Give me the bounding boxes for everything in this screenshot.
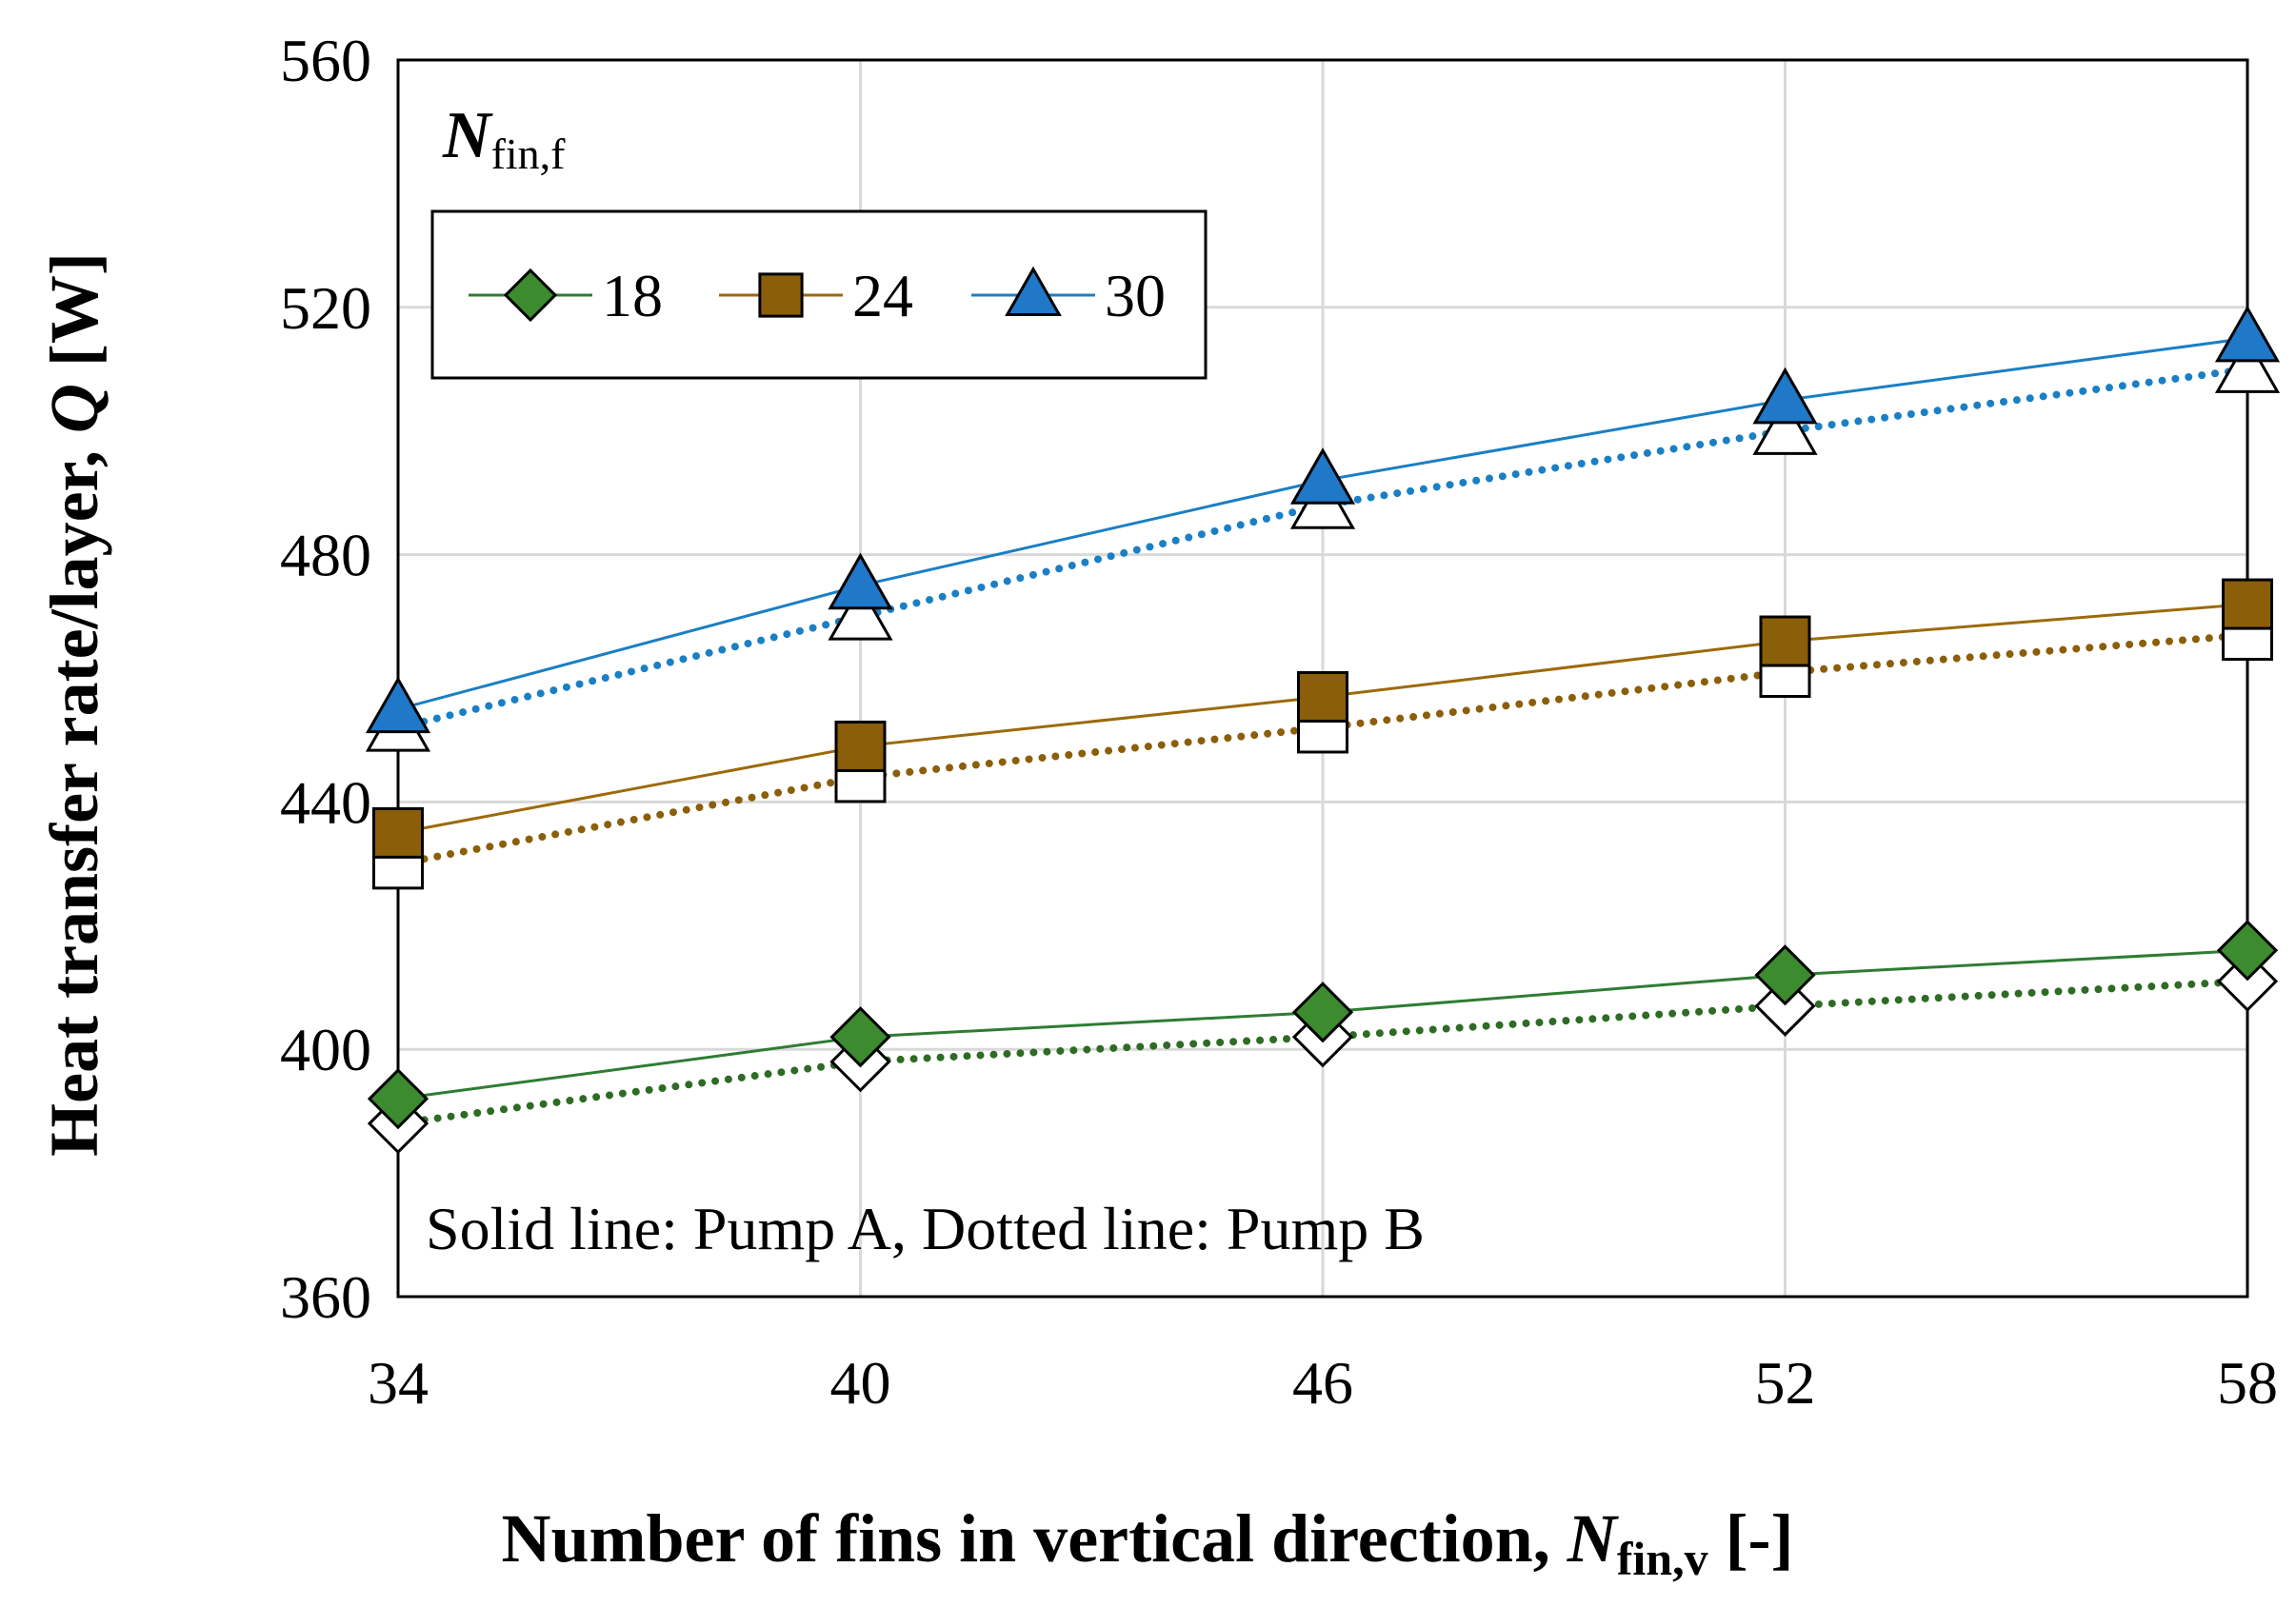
legend-label-24: 24 — [852, 262, 913, 329]
point-24-pump-a-x34 — [372, 806, 424, 859]
point-18-pump-b-x52 — [1754, 975, 1816, 1037]
x-axis-title-var: N — [1567, 1500, 1620, 1577]
legend-marker-30 — [1005, 266, 1062, 316]
y-axis-title-tail: [W] — [36, 252, 112, 384]
x-tick-label: 46 — [1292, 1349, 1353, 1417]
y-axis-ticks: 360 400 440 480 520 560 — [280, 27, 371, 1331]
series-markers — [365, 305, 2281, 1155]
point-18-pump-a-x52 — [1754, 944, 1816, 1006]
x-axis-title-sub: fin,v — [1617, 1532, 1708, 1585]
point-18-pump-a-x46 — [1291, 982, 1354, 1043]
point-30-pump-b-x40 — [828, 584, 893, 641]
legend-title-var: N — [442, 99, 493, 172]
point-30-pump-a-x52 — [1752, 367, 1818, 425]
point-24-pump-a-x58 — [2222, 578, 2273, 630]
y-tick-label: 480 — [280, 522, 371, 589]
point-30-pump-b-x52 — [1752, 398, 1818, 455]
point-18-pump-a-x34 — [367, 1068, 429, 1130]
point-30-pump-b-x58 — [2214, 336, 2281, 393]
x-axis-ticks: 34 40 46 52 58 — [368, 1349, 2278, 1417]
x-axis-title: Number of fins in vertical direction, Nf… — [501, 1500, 1793, 1585]
legend-entries: 18 24 30 — [469, 262, 1166, 329]
y-tick-label: 560 — [280, 27, 371, 94]
point-18-pump-b-x58 — [2216, 950, 2279, 1012]
point-30-pump-a-x34 — [365, 676, 431, 734]
y-tick-label: 400 — [280, 1016, 371, 1083]
legend: Nfin,f 18 24 30 — [430, 99, 1208, 380]
point-30-pump-a-x46 — [1289, 447, 1356, 505]
legend-label-18: 18 — [602, 262, 663, 329]
y-axis-title: Heat transfer rate/layer, Q [W] — [36, 252, 112, 1157]
y-axis-title-var: Q — [36, 384, 112, 433]
x-axis-title-main: Number of fins in vertical direction, — [501, 1500, 1567, 1577]
point-18-pump-a-x58 — [2216, 920, 2279, 982]
y-axis-title-main: Heat transfer rate/layer, — [36, 433, 112, 1157]
point-24-pump-a-x52 — [1759, 615, 1811, 667]
x-tick-label: 58 — [2217, 1349, 2278, 1417]
point-24-pump-a-x46 — [1297, 670, 1348, 723]
point-30-pump-a-x40 — [828, 552, 893, 610]
point-24-pump-a-x40 — [834, 720, 887, 772]
point-18-pump-a-x40 — [829, 1006, 891, 1068]
legend-title: Nfin,f — [442, 99, 566, 178]
series-line-30-pump-b — [394, 365, 2251, 732]
legend-title-sub: fin,f — [491, 129, 567, 178]
y-tick-label: 440 — [280, 768, 371, 836]
pump-annotation: Solid line: Pump A, Dotted line: Pump B — [426, 1195, 1425, 1262]
x-tick-label: 52 — [1755, 1349, 1816, 1417]
x-axis-title-tail: [-] — [1708, 1500, 1794, 1577]
legend-marker-24 — [758, 272, 804, 318]
x-tick-label: 40 — [830, 1349, 891, 1417]
y-tick-label: 360 — [280, 1263, 371, 1331]
x-tick-label: 34 — [368, 1349, 429, 1417]
legend-marker-18 — [503, 268, 558, 323]
y-tick-label: 520 — [280, 274, 371, 342]
point-30-pump-a-x58 — [2214, 305, 2281, 363]
legend-label-30: 30 — [1105, 262, 1166, 329]
